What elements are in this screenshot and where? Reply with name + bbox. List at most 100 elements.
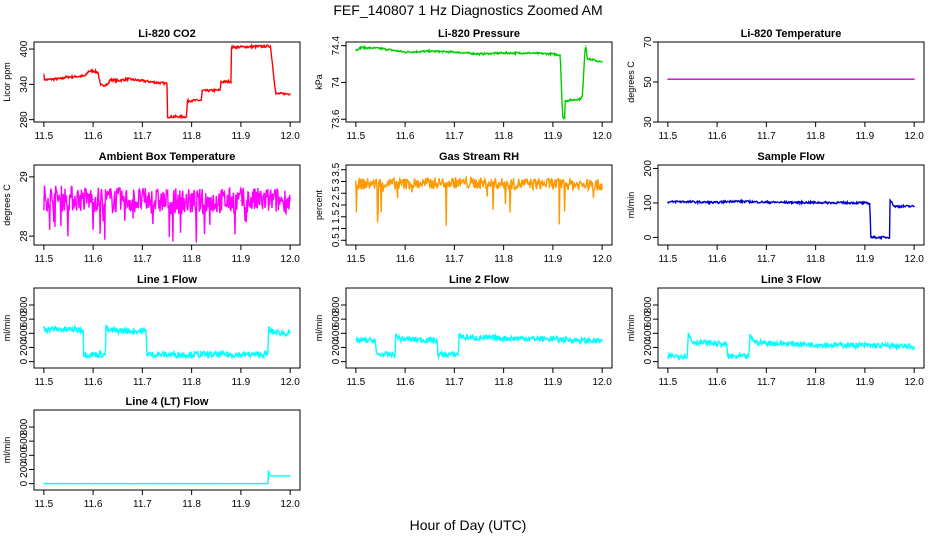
- y-tick-label: 400: [643, 325, 654, 342]
- y-tick-label: 400: [19, 325, 30, 342]
- x-tick-label: 11.6: [84, 377, 103, 388]
- data-point: [404, 183, 406, 185]
- data-point: [269, 475, 272, 477]
- y-tick-label: 100: [643, 194, 654, 211]
- y-axis-label: ml/min: [626, 192, 636, 219]
- data-point: [107, 329, 109, 332]
- data-point: [869, 203, 871, 205]
- y-tick-label: 1: [331, 225, 342, 231]
- data-point: [43, 327, 45, 329]
- data-point: [749, 335, 751, 337]
- data-point: [141, 80, 143, 82]
- data-point: [503, 337, 505, 339]
- panel-title: Line 2 Flow: [449, 274, 509, 286]
- data-point: [146, 353, 148, 356]
- x-tick-label: 11.7: [445, 377, 464, 388]
- y-axis-label: ml/min: [626, 315, 636, 342]
- x-tick-label: 11.5: [34, 499, 53, 510]
- x-tick-label: 12.0: [592, 254, 612, 265]
- data-point: [269, 45, 272, 47]
- x-tick-label: 11.9: [856, 254, 875, 265]
- data-point: [864, 202, 866, 204]
- x-tick-label: 12.0: [280, 377, 300, 388]
- x-tick-label: 11.7: [133, 131, 152, 142]
- plot-frame: [33, 287, 301, 369]
- data-point: [267, 483, 269, 485]
- series-line: [667, 332, 915, 362]
- data-point: [85, 74, 87, 77]
- y-tick-label: 70: [643, 36, 654, 48]
- data-point: [360, 46, 362, 49]
- y-tick-label: 800: [19, 418, 30, 435]
- y-tick-label: 200: [643, 160, 654, 177]
- x-tick-label: 12.0: [904, 377, 924, 388]
- data-point: [43, 483, 45, 485]
- y-tick-label: 800: [19, 296, 30, 313]
- data-point: [601, 61, 603, 63]
- x-tick-label: 11.7: [757, 131, 776, 142]
- data-point: [478, 53, 480, 55]
- plot-frame: [657, 41, 925, 123]
- x-tick-label: 11.9: [232, 254, 251, 265]
- x-tick-label: 11.8: [806, 131, 825, 142]
- series-line: [43, 185, 291, 243]
- y-tick-label: 73.6: [331, 109, 342, 129]
- data-point: [429, 50, 431, 52]
- data-point: [748, 356, 750, 358]
- y-tick-label: 280: [19, 111, 30, 128]
- data-point: [888, 236, 891, 239]
- series-line: [355, 174, 603, 226]
- data-point: [667, 201, 669, 203]
- data-point: [374, 339, 377, 341]
- data-point: [43, 73, 45, 75]
- data-point: [581, 339, 584, 341]
- x-tick-label: 11.6: [396, 377, 415, 388]
- series-line: [355, 44, 603, 120]
- panel-line3-flow: Line 3 Flow 11.5 11.6 11.7 11.8 11.9 12.0 0 2004…: [626, 274, 925, 388]
- y-axis-label: ml/min: [2, 315, 12, 342]
- y-tick-label: 28: [19, 230, 30, 242]
- data-point: [716, 201, 718, 204]
- y-tick-label: 0: [19, 358, 30, 364]
- x-tick-label: 12.0: [592, 377, 612, 388]
- panel-title: Li-820 Pressure: [438, 28, 520, 40]
- data-point: [562, 116, 564, 119]
- data-point: [586, 57, 588, 60]
- data-point: [667, 358, 669, 360]
- data-point: [686, 355, 689, 357]
- data-point: [463, 336, 465, 339]
- data-point: [43, 79, 45, 81]
- data-point: [584, 49, 586, 51]
- y-tick-label: 50: [643, 76, 654, 88]
- y-tick-label: 800: [643, 296, 654, 313]
- y-tick-label: 29: [19, 171, 30, 183]
- data-point: [240, 199, 242, 202]
- data-point: [267, 470, 270, 472]
- data-point: [731, 200, 733, 202]
- series-line: [667, 198, 915, 241]
- panel-title: Li-820 Temperature: [741, 28, 842, 40]
- data-point: [355, 339, 357, 341]
- panel-sample-flow: Sample Flow 11.5 11.6 11.7 11.8 11.9 12.0 0 100 2…: [626, 151, 925, 265]
- data-point: [726, 356, 729, 358]
- data-point: [668, 355, 670, 357]
- data-point: [45, 328, 47, 330]
- data-point: [564, 117, 566, 119]
- x-tick-label: 11.5: [658, 254, 677, 265]
- data-point: [395, 334, 397, 336]
- data-point: [45, 79, 47, 81]
- data-point: [458, 334, 460, 336]
- x-tick-label: 11.9: [856, 131, 875, 142]
- x-tick-label: 11.9: [856, 377, 875, 388]
- x-tick-label: 11.7: [445, 254, 464, 265]
- x-tick-label: 11.6: [708, 377, 727, 388]
- data-point: [267, 327, 270, 329]
- y-tick-label: 200: [643, 339, 654, 356]
- plot-frame: [345, 164, 613, 246]
- x-tick-label: 12.0: [904, 131, 924, 142]
- y-tick-label: 74.4: [331, 36, 342, 56]
- data-point: [399, 338, 401, 340]
- panel-title: Sample Flow: [757, 151, 825, 163]
- x-tick-label: 12.0: [592, 131, 612, 142]
